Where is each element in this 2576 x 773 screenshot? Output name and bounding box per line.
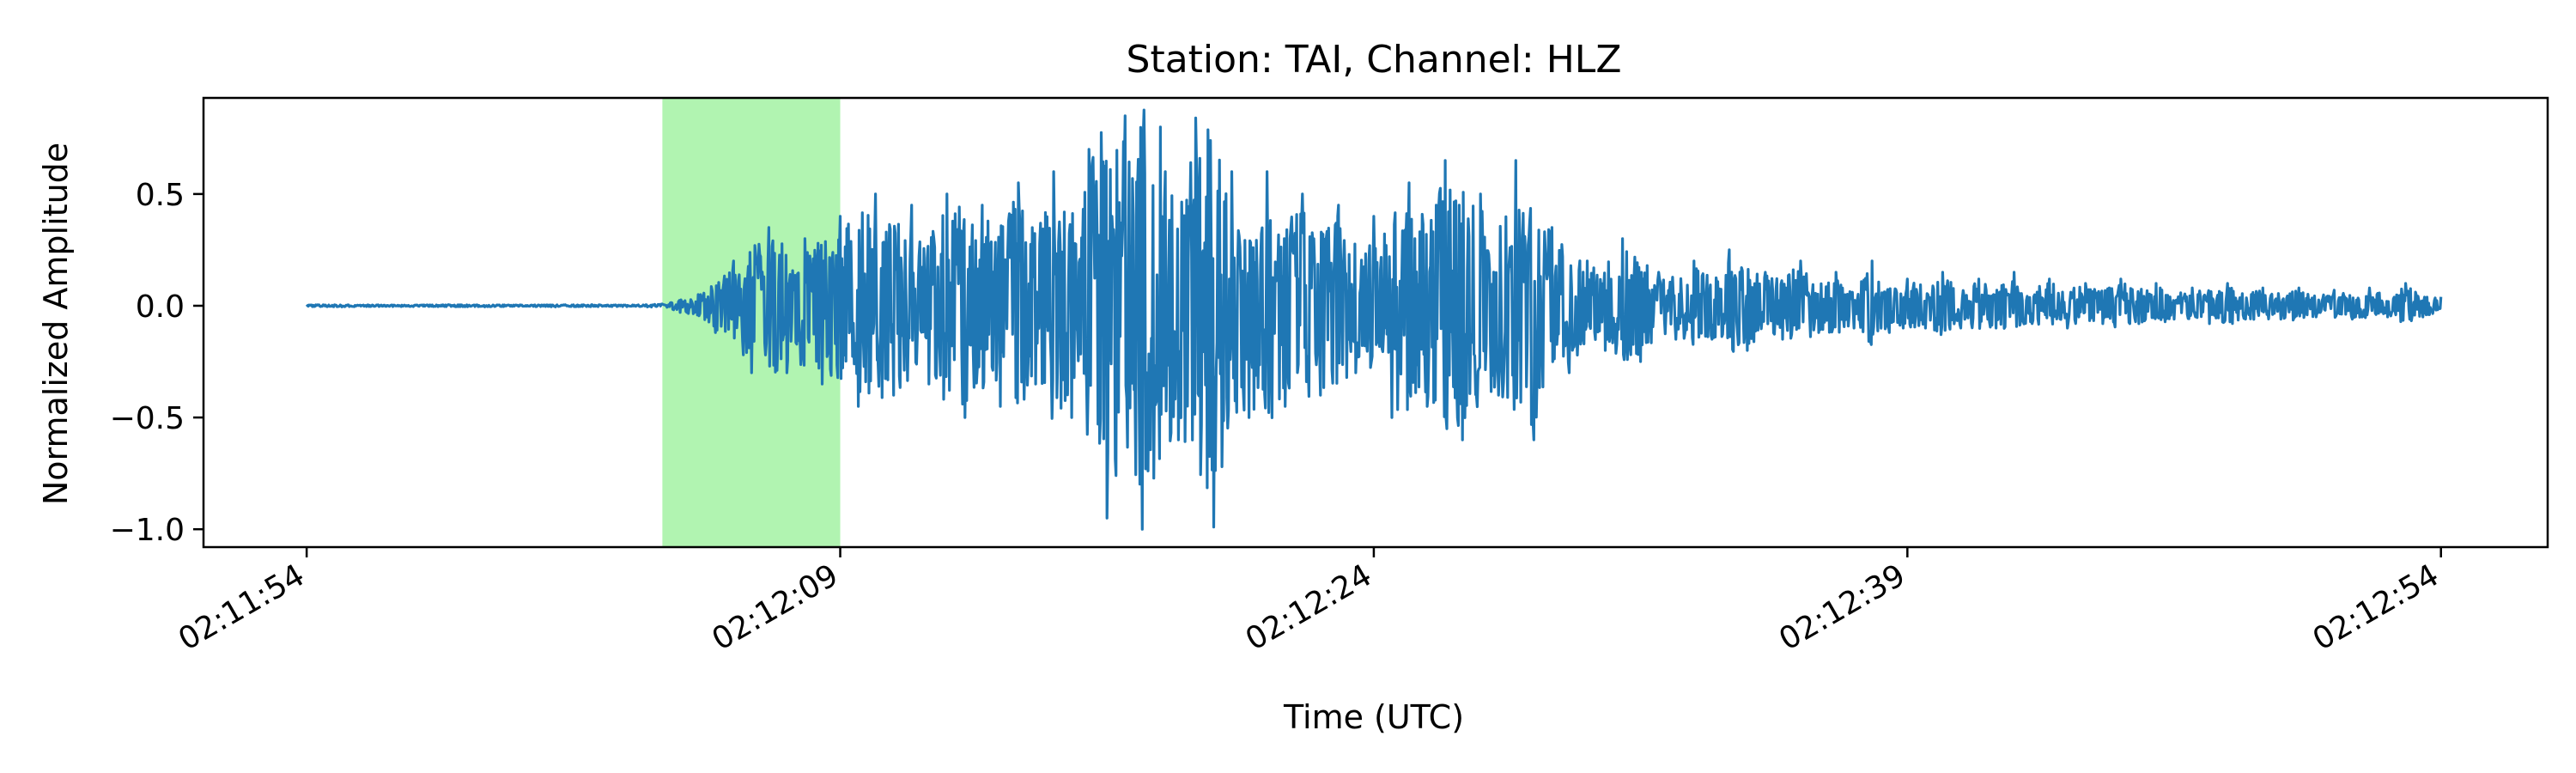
chart-title: Station: TAI, Channel: HLZ <box>1127 38 1622 82</box>
plot-area <box>305 98 2443 547</box>
plot-frame <box>202 96 2549 549</box>
y-tick-label: −0.5 <box>110 401 185 436</box>
x-axis-label: Time (UTC) <box>1283 698 1464 736</box>
y-tick-label: 0.0 <box>136 289 185 325</box>
x-tick-label: 02:11:54 <box>173 557 311 657</box>
y-tick-label: 0.5 <box>136 178 185 213</box>
x-tick-label: 02:12:09 <box>707 557 845 657</box>
waveform-line <box>305 108 2443 531</box>
y-axis-label: Normalized Amplitude <box>37 143 75 505</box>
x-tick-label: 02:12:24 <box>1240 557 1378 657</box>
x-tick-label: 02:12:39 <box>1773 557 1911 657</box>
x-tick-label: 02:12:54 <box>2307 557 2445 657</box>
axes: 0.5 0.0 −0.5 −1.0 02:11:54 02:12:09 02:12:24 02… <box>110 96 2549 658</box>
y-tick-label: −1.0 <box>110 513 185 548</box>
